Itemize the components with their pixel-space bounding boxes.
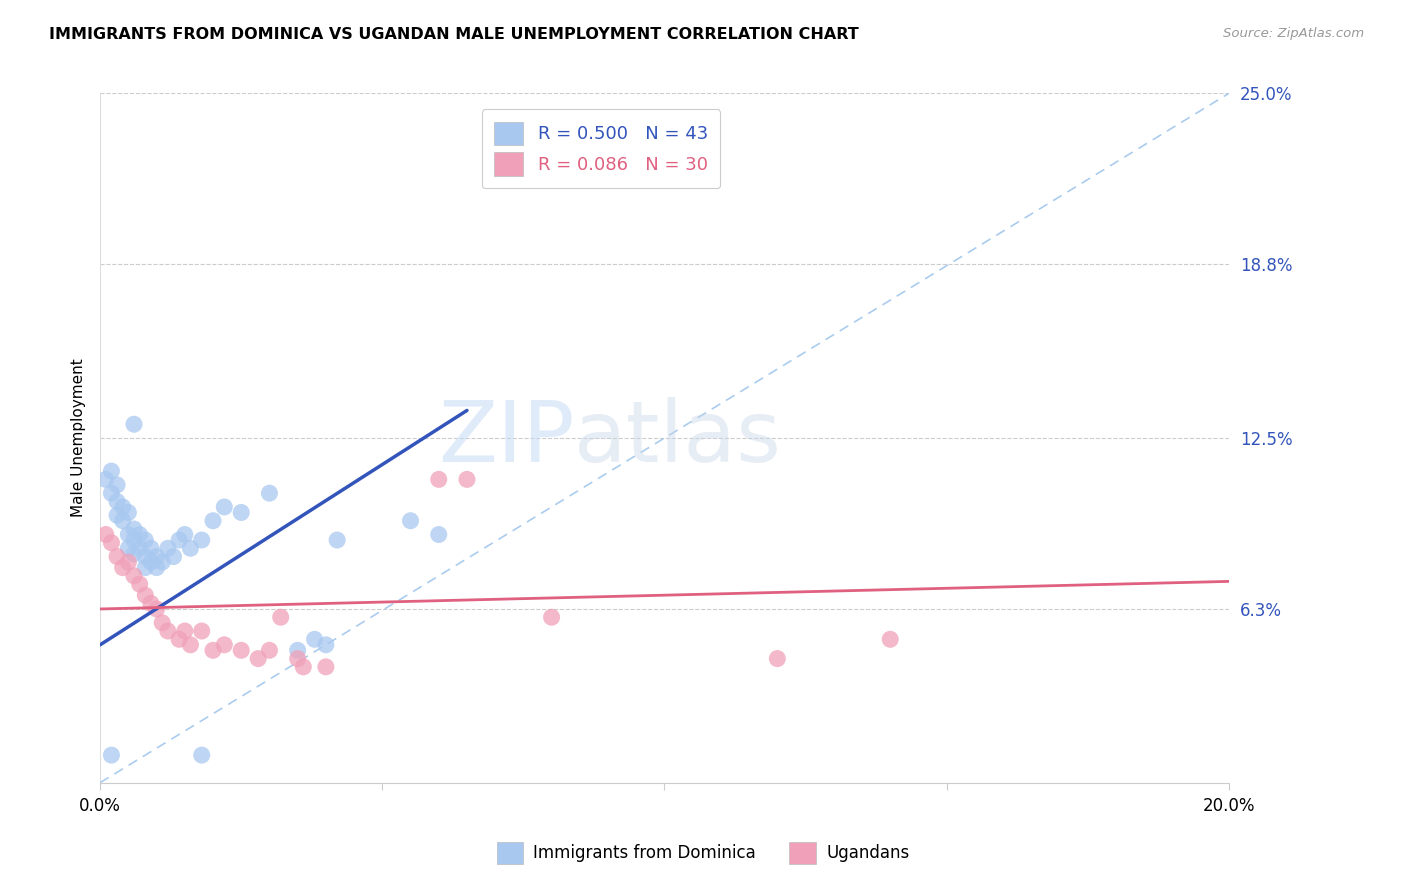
Point <box>399 514 422 528</box>
Legend: Immigrants from Dominica, Ugandans: Immigrants from Dominica, Ugandans <box>491 836 915 871</box>
Point <box>190 533 212 547</box>
Point <box>105 508 128 523</box>
Text: IMMIGRANTS FROM DOMINICA VS UGANDAN MALE UNEMPLOYMENT CORRELATION CHART: IMMIGRANTS FROM DOMINICA VS UGANDAN MALE… <box>49 27 859 42</box>
Legend: R = 0.500   N = 43, R = 0.086   N = 30: R = 0.500 N = 43, R = 0.086 N = 30 <box>482 110 720 188</box>
Point <box>145 549 167 564</box>
Point <box>111 500 134 514</box>
Point <box>145 560 167 574</box>
Point <box>304 632 326 647</box>
Text: ZIP: ZIP <box>437 397 574 480</box>
Point <box>247 651 270 665</box>
Point <box>128 541 150 556</box>
Point <box>100 486 122 500</box>
Point <box>190 624 212 638</box>
Point <box>94 527 117 541</box>
Point <box>315 638 337 652</box>
Point <box>270 610 292 624</box>
Point <box>156 624 179 638</box>
Point <box>94 472 117 486</box>
Point <box>150 615 173 630</box>
Point <box>105 549 128 564</box>
Point <box>117 541 139 556</box>
Point <box>122 522 145 536</box>
Point <box>292 660 315 674</box>
Point <box>111 514 134 528</box>
Point <box>315 660 337 674</box>
Point <box>173 624 195 638</box>
Y-axis label: Male Unemployment: Male Unemployment <box>72 359 86 517</box>
Point <box>456 472 478 486</box>
Point <box>156 541 179 556</box>
Point <box>134 588 156 602</box>
Point <box>287 643 309 657</box>
Point <box>427 527 450 541</box>
Point <box>879 632 901 647</box>
Point <box>150 555 173 569</box>
Point <box>173 527 195 541</box>
Point <box>100 536 122 550</box>
Point <box>287 651 309 665</box>
Point <box>766 651 789 665</box>
Point <box>167 533 190 547</box>
Point <box>117 506 139 520</box>
Point <box>139 597 162 611</box>
Point <box>179 638 201 652</box>
Point <box>128 527 150 541</box>
Point <box>259 643 281 657</box>
Point <box>326 533 349 547</box>
Point <box>231 506 253 520</box>
Point <box>167 632 190 647</box>
Point <box>122 417 145 432</box>
Point <box>540 610 562 624</box>
Point <box>122 569 145 583</box>
Point <box>100 464 122 478</box>
Point <box>134 549 156 564</box>
Point <box>105 494 128 508</box>
Point <box>139 555 162 569</box>
Point <box>117 555 139 569</box>
Point <box>105 478 128 492</box>
Point <box>128 577 150 591</box>
Point <box>214 500 236 514</box>
Point <box>162 549 184 564</box>
Point <box>201 514 224 528</box>
Point <box>214 638 236 652</box>
Point <box>134 560 156 574</box>
Point <box>259 486 281 500</box>
Point <box>100 748 122 763</box>
Point <box>145 602 167 616</box>
Point <box>231 643 253 657</box>
Point <box>134 533 156 547</box>
Point <box>427 472 450 486</box>
Point <box>122 547 145 561</box>
Point <box>117 527 139 541</box>
Text: atlas: atlas <box>574 397 782 480</box>
Point <box>111 560 134 574</box>
Point <box>139 541 162 556</box>
Point <box>122 533 145 547</box>
Point <box>190 748 212 763</box>
Text: Source: ZipAtlas.com: Source: ZipAtlas.com <box>1223 27 1364 40</box>
Point <box>201 643 224 657</box>
Point <box>179 541 201 556</box>
